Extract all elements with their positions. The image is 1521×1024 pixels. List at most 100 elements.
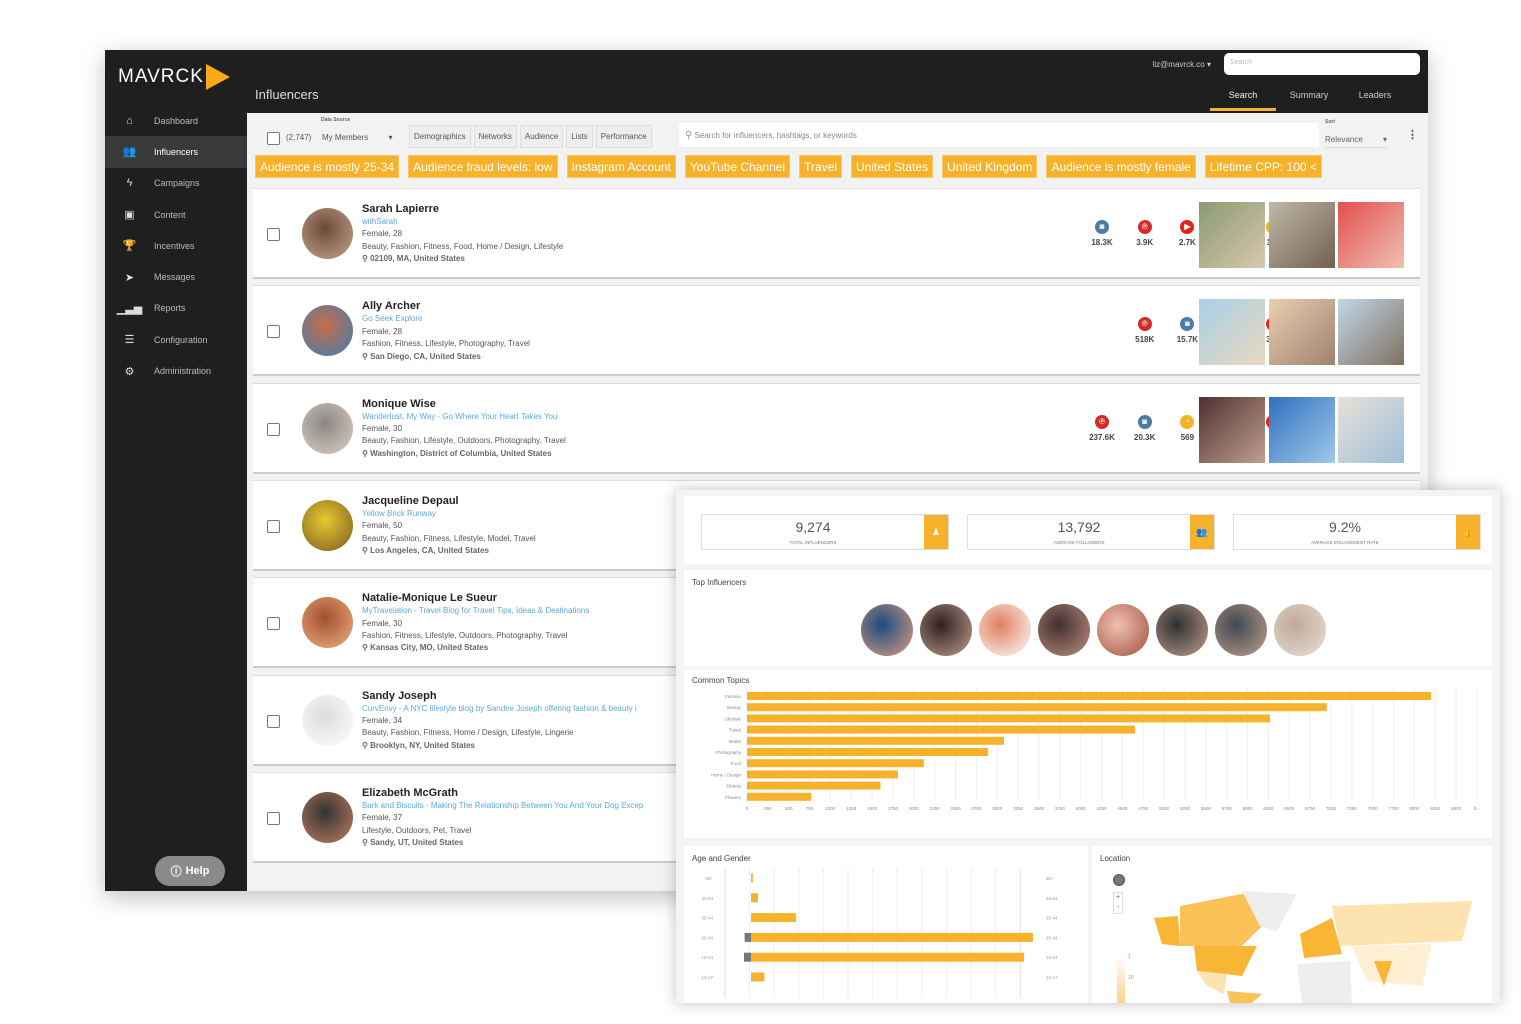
tab-search[interactable]: Search <box>1210 90 1276 111</box>
filter-chip[interactable]: Audience is mostly female <box>1046 155 1196 178</box>
network-stat-pinterest[interactable]: ℗ 3.9K <box>1130 220 1160 247</box>
filter-tab-networks[interactable]: Networks <box>473 125 517 148</box>
sidebar-item-administration[interactable]: ⚙ Administration <box>105 355 247 386</box>
map-pin-icon: ⚲ <box>362 351 371 361</box>
sort-select[interactable]: Relevance ▾ <box>1325 135 1387 148</box>
influencer-name[interactable]: Ally Archer <box>362 300 421 313</box>
table-row[interactable]: Sarah Lapierre withSarah Female, 28 Beauty,… <box>253 188 1420 279</box>
blog-link[interactable]: withSarah <box>362 217 398 226</box>
sidebar-item-reports[interactable]: ▁▃▅ Reports <box>105 293 247 324</box>
avatar[interactable] <box>302 305 353 357</box>
help-button[interactable]: ⓘ Help <box>155 856 225 886</box>
sidebar-item-configuration[interactable]: ☰ Configuration <box>105 324 247 355</box>
sidebar-item-content[interactable]: ▣ Content <box>105 199 247 230</box>
sidebar-item-influencers[interactable]: 👥 Influencers <box>105 136 247 168</box>
network-stat-pinterest[interactable]: ℗ 518K <box>1130 317 1160 344</box>
user-menu[interactable]: liz@mavrck.co ▾ <box>1152 60 1211 69</box>
influencer-name[interactable]: Sandy Joseph <box>362 689 437 702</box>
filter-chip[interactable]: Audience fraud levels: low <box>408 155 558 178</box>
filter-chip[interactable]: Travel <box>799 155 842 178</box>
content-thumbnail[interactable] <box>1199 299 1265 366</box>
blog-link[interactable]: MyTravelation - Travel Blog for Travel T… <box>362 606 590 616</box>
avatar[interactable] <box>302 597 353 649</box>
influencer-name[interactable]: Natalie-Monique Le Sueur <box>362 592 498 605</box>
network-stat-instagram[interactable]: ◙ 15.7K <box>1172 317 1202 344</box>
content-thumbnail[interactable] <box>1338 299 1404 366</box>
common-topics-section: Common Topics 0 250 500 750 1000 1250 1500 1750… <box>684 670 1492 838</box>
table-row[interactable]: Monique Wise Wanderlust, My Way - Go Wher… <box>253 382 1420 474</box>
row-checkbox[interactable] <box>267 325 280 339</box>
content-thumbnail[interactable] <box>1199 396 1265 463</box>
blog-link[interactable]: Bark and Biscuits - Making The Relations… <box>362 800 644 810</box>
avatar[interactable] <box>302 499 353 551</box>
network-stat-rss[interactable]: ◔ 569 <box>1172 414 1202 442</box>
filter-tab-lists[interactable]: Lists <box>566 125 593 148</box>
blog-link[interactable]: Wanderlust, My Way - Go Where Your Heart… <box>362 411 558 421</box>
network-stat-pinterest[interactable]: ℗ 237.6K <box>1087 414 1117 442</box>
sidebar-item-dashboard[interactable]: ⌂ Dashboard <box>105 105 247 136</box>
filter-chip[interactable]: Instagram Account <box>566 155 676 178</box>
influencer-name[interactable]: Monique Wise <box>362 397 436 410</box>
top-influencer-avatar[interactable] <box>1274 604 1326 656</box>
sidebar-item-messages[interactable]: ➤ Messages <box>105 261 247 292</box>
top-influencer-avatar[interactable] <box>861 604 913 656</box>
network-stat-instagram[interactable]: ◙ 18.3K <box>1087 220 1117 247</box>
row-checkbox[interactable] <box>267 422 280 436</box>
top-influencer-avatar[interactable] <box>1156 604 1208 656</box>
row-checkbox[interactable] <box>267 228 280 241</box>
filter-tab-performance[interactable]: Performance <box>595 125 652 148</box>
row-checkbox[interactable] <box>267 811 280 825</box>
content-thumbnail[interactable] <box>1199 202 1265 268</box>
filter-chip[interactable]: Audience is mostly 25-34 <box>255 155 400 178</box>
tab-summary[interactable]: Summary <box>1289 90 1329 100</box>
top-influencer-avatar[interactable] <box>979 604 1031 656</box>
mavrck-logo[interactable]: MAVRCK <box>118 64 230 90</box>
sidebar-item-campaigns[interactable]: ϟ Campaigns <box>105 168 247 199</box>
influencer-name[interactable]: Sarah Lapierre <box>362 203 440 215</box>
content-thumbnail[interactable] <box>1338 202 1404 268</box>
filter-chip[interactable]: United Kingdom <box>942 155 1038 178</box>
zoom-in-button[interactable]: + <box>1115 894 1121 901</box>
sidebar-item-incentives[interactable]: 🏆 Incentives <box>105 230 247 261</box>
avatar[interactable] <box>302 694 353 746</box>
row-checkbox[interactable] <box>267 617 280 631</box>
filter-tab-demographics[interactable]: Demographics <box>409 125 471 148</box>
top-influencer-avatar[interactable] <box>1038 604 1090 656</box>
globe-icon[interactable] <box>1113 874 1125 886</box>
blog-link[interactable]: Yellow Brick Runway <box>362 508 436 518</box>
data-source-select[interactable]: My Members ▾ <box>322 133 393 142</box>
top-influencer-avatar[interactable] <box>1097 604 1149 656</box>
zoom-out-button[interactable]: - <box>1116 904 1120 911</box>
filter-chip[interactable]: YouTube Channel <box>684 155 791 178</box>
map-asia <box>1352 944 1432 986</box>
content-thumbnail[interactable] <box>1268 202 1335 268</box>
filter-chip[interactable]: United States <box>851 155 934 178</box>
avatar[interactable] <box>302 208 353 259</box>
blog-link[interactable]: CurvEnvy - A NYC lifestyle blog by Sande… <box>362 703 637 713</box>
more-options-icon[interactable]: ⋮ <box>1407 129 1418 141</box>
avatar[interactable] <box>302 791 353 843</box>
filter-chip[interactable]: Lifetime CPP: 100 < <box>1204 155 1322 178</box>
avatar[interactable] <box>302 402 353 454</box>
network-stat-youtube[interactable]: ▶ 2.7K <box>1172 220 1202 247</box>
map-zoom-controls[interactable]: + - <box>1113 892 1123 914</box>
row-checkbox[interactable] <box>267 519 280 533</box>
world-map[interactable] <box>1092 846 1492 1003</box>
page-title: Influencers <box>255 87 319 102</box>
tab-leaders[interactable]: Leaders <box>1358 90 1392 100</box>
content-thumbnail[interactable] <box>1268 396 1335 463</box>
global-search-input[interactable]: Search <box>1224 53 1420 75</box>
blog-link[interactable]: Go Seek Explore <box>362 314 423 324</box>
select-all-checkbox[interactable] <box>267 132 280 145</box>
top-influencer-avatar[interactable] <box>920 604 972 656</box>
network-stat-instagram[interactable]: ◙ 20.3K <box>1130 414 1160 442</box>
influencer-name[interactable]: Jacqueline Depaul <box>362 494 459 507</box>
filter-tab-audience[interactable]: Audience <box>519 125 564 148</box>
row-checkbox[interactable] <box>267 714 280 728</box>
content-thumbnail[interactable] <box>1338 396 1404 463</box>
influencer-name[interactable]: Elizabeth McGrath <box>362 786 458 799</box>
table-row[interactable]: Ally Archer Go Seek Explore Female, 28 Fash… <box>253 285 1420 377</box>
content-thumbnail[interactable] <box>1268 299 1335 366</box>
top-influencer-avatar[interactable] <box>1215 604 1267 656</box>
influencer-search-input[interactable]: ⚲ Search for influencers, hashtags, or k… <box>679 123 1319 147</box>
